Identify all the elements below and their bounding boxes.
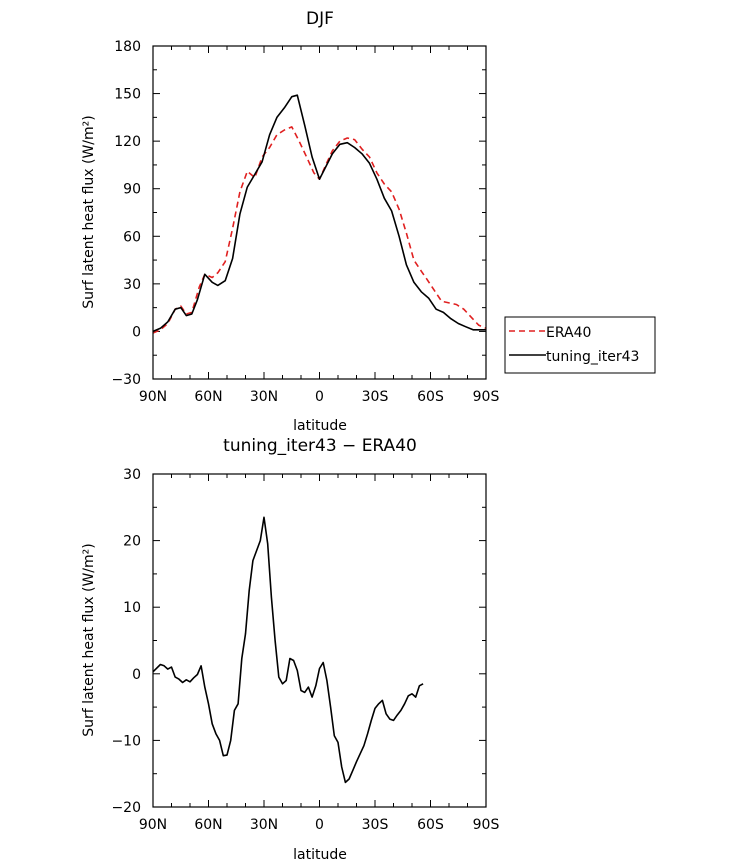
y-tick-label: −10	[111, 733, 141, 749]
x-tick-label: 60S	[417, 817, 444, 833]
x-tick-label: 90S	[473, 817, 500, 833]
y-tick-label: 0	[132, 667, 141, 683]
top-chart-lines	[152, 94, 487, 334]
x-tick-label: 90N	[139, 817, 167, 833]
legend-label-tuning: tuning_iter43	[546, 349, 639, 365]
series-line-1	[152, 94, 486, 333]
y-tick-label: 0	[132, 324, 141, 340]
top-chart-legend: ERA40 tuning_iter43	[504, 316, 656, 374]
top-chart-ylabel: Surf latent heat flux (W/m²)	[81, 115, 97, 308]
bottom-chart-ticks: 90N 60N 30N 0 30S 60S 90S −20 −10 0 10 20 30	[111, 467, 499, 833]
y-tick-label: −20	[111, 800, 141, 816]
x-tick-label: 90S	[473, 389, 500, 405]
bottom-chart-frame	[152, 473, 487, 808]
top-chart: DJF 90N 60N 30N 0 30S 60S 90S −30 0 30 60 90 120 150 1…	[81, 9, 656, 434]
y-tick-label: 90	[123, 182, 141, 198]
y-tick-label: 30	[123, 277, 141, 293]
x-tick-label: 30N	[250, 389, 278, 405]
y-tick-label: 30	[123, 467, 141, 483]
top-chart-ticks: 90N 60N 30N 0 30S 60S 90S −30 0 30 60 90 120 150 180	[111, 39, 499, 405]
x-tick-label: 0	[315, 389, 324, 405]
bottom-chart-title: tuning_iter43 − ERA40	[223, 436, 417, 456]
x-tick-label: 30N	[250, 817, 278, 833]
y-tick-label: 20	[123, 534, 141, 550]
x-tick-label: 90N	[139, 389, 167, 405]
series-line-0	[152, 126, 487, 334]
bottom-chart-xlabel: latitude	[293, 847, 347, 863]
top-chart-title: DJF	[306, 9, 334, 29]
top-chart-frame	[152, 45, 487, 380]
x-tick-label: 60S	[417, 389, 444, 405]
legend-label-era40: ERA40	[546, 325, 591, 341]
x-tick-label: 30S	[362, 817, 389, 833]
y-tick-label: −30	[111, 372, 141, 388]
bottom-chart: tuning_iter43 − ERA40 90N 60N 30N 0 30S 60S 90…	[81, 436, 499, 863]
top-chart-xlabel: latitude	[293, 418, 347, 434]
x-tick-label: 0	[315, 817, 324, 833]
y-tick-label: 60	[123, 229, 141, 245]
y-tick-label: 10	[123, 600, 141, 616]
series-line-0	[152, 516, 424, 784]
x-tick-label: 60N	[194, 389, 222, 405]
x-tick-label: 60N	[194, 817, 222, 833]
bottom-chart-ylabel: Surf latent heat flux (W/m²)	[81, 543, 97, 736]
y-tick-label: 120	[114, 134, 141, 150]
bottom-chart-lines	[152, 516, 424, 784]
y-tick-label: 180	[114, 39, 141, 55]
legend-frame	[504, 316, 656, 374]
y-tick-label: 150	[114, 87, 141, 103]
x-tick-label: 30S	[362, 389, 389, 405]
